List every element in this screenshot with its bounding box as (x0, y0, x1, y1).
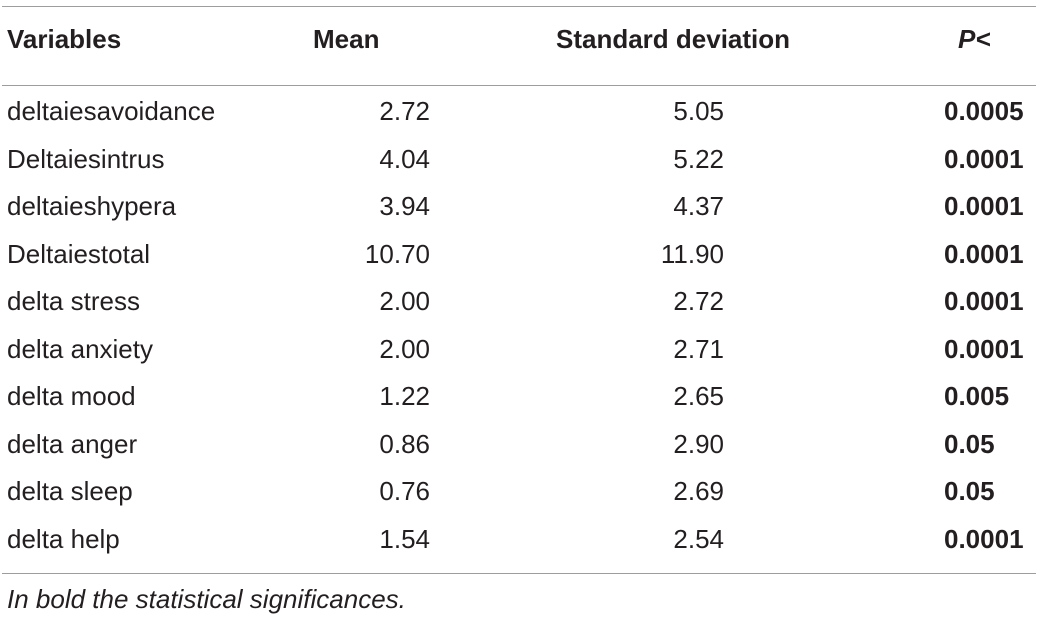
cell-standard-deviation: 11.90 (660, 238, 724, 269)
cell-p-value: 0.0001 (944, 286, 1024, 316)
cell-mean: 2.00 (379, 333, 430, 364)
cell-p-value: 0.0001 (944, 523, 1024, 554)
cell-standard-deviation: 4.37 (673, 191, 724, 221)
cell-variable: deltaieshypera (7, 191, 177, 221)
cell-mean: 2.00 (379, 286, 430, 316)
header-p-value-text: P< (958, 24, 991, 54)
cell-p-value: 0.005 (944, 381, 1010, 411)
cell-mean: 1.22 (379, 381, 430, 411)
cell-variable: deltaiesavoidance (7, 96, 216, 126)
table-row: delta anxiety 2.00 2.71 0.0001 (0, 326, 1040, 374)
cell-p-value: 0.05 (944, 476, 995, 506)
cell-mean: 0.86 (379, 428, 430, 459)
cell-variable: delta anxiety (7, 333, 153, 364)
header-standard-deviation: Standard deviation (556, 24, 791, 54)
cell-mean: 1.54 (379, 523, 430, 554)
cell-standard-deviation: 5.05 (673, 96, 724, 126)
cell-variable: delta stress (7, 286, 140, 316)
table-footnote: In bold the statistical significances. (7, 584, 406, 614)
header-p-value: P< (958, 24, 991, 55)
cell-standard-deviation: 2.90 (673, 428, 724, 459)
cell-standard-deviation: 2.72 (673, 286, 724, 316)
cell-variable: delta anger (7, 428, 138, 459)
table-row: deltaiesavoidance 2.72 5.05 0.0005 (0, 88, 1040, 136)
table-row: delta help 1.54 2.54 0.0001 (0, 516, 1040, 564)
cell-mean: 4.04 (379, 143, 430, 174)
cell-mean: 0.76 (379, 476, 430, 506)
cell-p-value: 0.05 (944, 428, 995, 459)
table-row: Deltaiesintrus 4.04 5.22 0.0001 (0, 136, 1040, 184)
table-row: delta stress 2.00 2.72 0.0001 (0, 278, 1040, 326)
cell-mean: 3.94 (379, 191, 430, 221)
cell-variable: Deltaiestotal (7, 238, 151, 269)
table-top-rule (2, 6, 1036, 7)
table-bottom-rule (2, 573, 1036, 574)
table-row: Deltaiestotal 10.70 11.90 0.0001 (0, 231, 1040, 279)
table-row: delta sleep 0.76 2.69 0.05 (0, 468, 1040, 516)
header-mean: Mean (313, 24, 380, 54)
cell-mean: 10.70 (364, 238, 430, 269)
table-row: delta mood 1.22 2.65 0.005 (0, 373, 1040, 421)
cell-variable: delta sleep (7, 476, 133, 506)
cell-standard-deviation: 2.71 (673, 333, 724, 364)
cell-p-value: 0.0001 (944, 238, 1024, 269)
cell-mean: 2.72 (379, 96, 430, 126)
table-row: deltaieshypera 3.94 4.37 0.0001 (0, 183, 1040, 231)
cell-variable: Deltaiesintrus (7, 143, 165, 174)
header-variables: Variables (7, 24, 122, 54)
cell-p-value: 0.0005 (944, 96, 1024, 126)
cell-p-value: 0.0001 (944, 191, 1024, 221)
cell-p-value: 0.0001 (944, 143, 1024, 174)
cell-standard-deviation: 2.54 (673, 523, 724, 554)
table-row: delta anger 0.86 2.90 0.05 (0, 421, 1040, 469)
table-header-rule (2, 85, 1036, 86)
cell-variable: delta help (7, 523, 120, 554)
cell-standard-deviation: 2.65 (673, 381, 724, 411)
cell-standard-deviation: 5.22 (673, 143, 724, 174)
cell-p-value: 0.0001 (944, 333, 1024, 364)
cell-variable: delta mood (7, 381, 136, 411)
cell-standard-deviation: 2.69 (673, 476, 724, 506)
